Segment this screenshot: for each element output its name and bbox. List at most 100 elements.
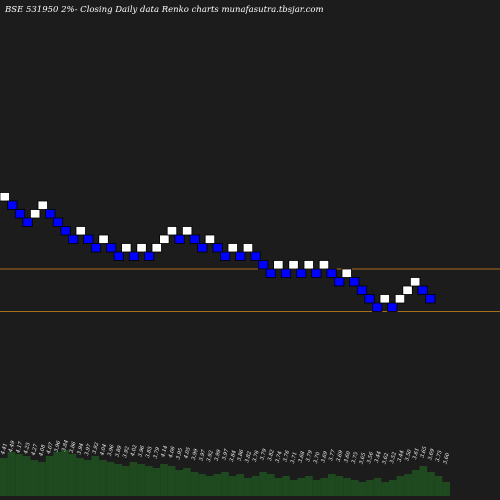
renko-brick-up — [379, 294, 390, 304]
renko-brick-down — [417, 285, 428, 295]
price-label: 3.96 — [107, 444, 116, 457]
price-label: 3.92 — [206, 450, 215, 463]
renko-brick-down — [311, 268, 322, 278]
price-label: 3.52 — [389, 451, 398, 464]
volume-bar — [183, 468, 191, 496]
volume-bar — [152, 468, 161, 496]
renko-brick-up — [75, 226, 86, 236]
price-label: 3.71 — [290, 451, 299, 464]
volume-bar — [15, 454, 23, 496]
price-label: 4.17 — [15, 440, 24, 454]
price-label: 3.79 — [259, 448, 268, 461]
volume-bar — [213, 474, 222, 496]
price-label: 4.02 — [130, 444, 139, 458]
renko-brick-up — [0, 192, 10, 202]
volume-bar — [251, 476, 260, 496]
volume-bars — [0, 450, 450, 496]
volume-bar — [122, 466, 130, 496]
price-label: 4.49 — [7, 440, 16, 454]
renko-bricks — [0, 192, 436, 312]
renko-brick-up — [227, 243, 238, 253]
renko-brick-up — [303, 260, 314, 270]
volume-bar — [373, 478, 382, 496]
volume-bar — [327, 474, 336, 496]
volume-bar — [22, 456, 31, 496]
volume-bar — [76, 458, 84, 496]
price-label: 3.95 — [176, 447, 185, 460]
volume-bar — [442, 482, 450, 496]
volume-bar — [144, 466, 153, 496]
volume-bar — [350, 480, 359, 496]
volume-bar — [343, 478, 351, 496]
price-label: 3.44 — [374, 451, 383, 464]
price-label: 3.69 — [320, 450, 329, 463]
price-label: 3.56 — [366, 451, 375, 464]
price-label: 4.27 — [30, 443, 39, 457]
price-label: 3.44 — [397, 450, 406, 463]
price-label: 3.82 — [267, 449, 276, 462]
renko-brick-up — [409, 277, 421, 287]
price-label: 3.84 — [229, 450, 238, 463]
price-label: 3.60 — [443, 452, 452, 465]
renko-brick-down — [68, 234, 79, 244]
volume-bar — [198, 474, 206, 496]
renko-brick-down — [235, 251, 246, 261]
renko-brick-down — [128, 251, 140, 261]
price-label: 3.79 — [153, 446, 162, 459]
volume-bar — [83, 460, 92, 496]
volume-bar — [434, 476, 443, 496]
renko-brick-up — [151, 243, 162, 253]
renko-brick-down — [106, 243, 117, 253]
renko-brick-down — [425, 294, 436, 304]
volume-bar — [404, 474, 412, 496]
volume-bar — [228, 476, 237, 496]
renko-brick-up — [159, 234, 170, 244]
price-label: 3.77 — [328, 448, 337, 461]
volume-bar — [388, 480, 397, 496]
volume-bar — [305, 476, 313, 496]
price-label: 3.70 — [313, 451, 322, 464]
renko-brick-up — [181, 226, 193, 236]
price-label: 3.50 — [404, 448, 413, 461]
price-label: 4.06 — [168, 445, 177, 459]
renko-brick-up — [394, 294, 406, 304]
price-label: 3.74 — [275, 451, 284, 464]
renko-brick-up — [98, 234, 109, 244]
price-label: 3.92 — [92, 442, 101, 455]
price-label: 4.07 — [46, 441, 55, 455]
chart-title: BSE 531950 2%- Closing Daily data Renko … — [4, 5, 324, 15]
price-label: 3.60 — [343, 450, 352, 463]
renko-brick-down — [219, 251, 231, 261]
volume-bar — [114, 464, 123, 496]
price-label: 3.65 — [359, 452, 368, 465]
renko-brick-up — [204, 234, 216, 244]
renko-brick-up — [37, 200, 48, 210]
renko-brick-down — [197, 243, 208, 253]
volume-bar — [61, 450, 69, 496]
renko-brick-down — [387, 302, 398, 312]
renko-brick-down — [280, 268, 292, 278]
volume-bar — [99, 460, 107, 496]
price-label: 3.99 — [191, 448, 200, 461]
volume-bar — [91, 456, 100, 496]
renko-brick-up — [273, 260, 284, 270]
renko-brick-down — [83, 234, 94, 244]
price-label: 4.08 — [38, 444, 47, 458]
price-label: 3.79 — [305, 449, 314, 462]
price-label: 3.97 — [84, 443, 93, 456]
volume-bar — [244, 478, 252, 496]
renko-brick-up — [402, 285, 413, 295]
renko-brick-down — [333, 277, 345, 287]
price-label: 3.97 — [198, 448, 207, 461]
renko-brick-down — [52, 217, 64, 227]
volume-bar — [312, 480, 321, 496]
price-label: 3.97 — [221, 448, 230, 461]
renko-brick-down — [7, 200, 18, 210]
price-label: 3.84 — [61, 439, 70, 452]
renko-brick-up — [318, 260, 330, 270]
renko-brick-down — [174, 234, 185, 244]
renko-brick-down — [45, 209, 56, 219]
price-label: 4.14 — [160, 445, 169, 459]
renko-brick-down — [265, 268, 276, 278]
